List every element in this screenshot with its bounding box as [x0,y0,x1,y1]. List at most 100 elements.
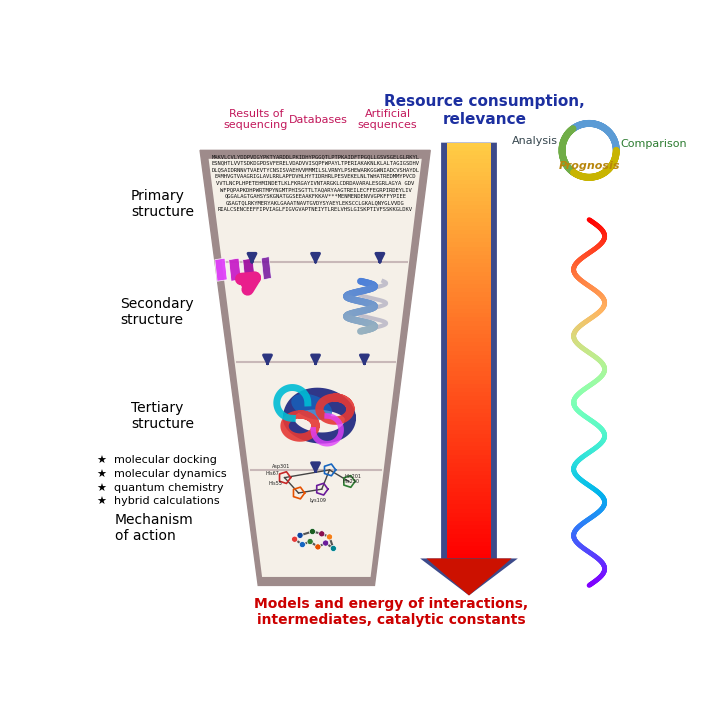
Bar [447,151,491,155]
Bar [447,168,491,172]
Bar [447,155,491,159]
Bar [447,405,491,409]
Bar [447,396,491,401]
Bar [447,355,491,359]
Bar [447,496,491,501]
Text: Artificial
sequences: Artificial sequences [358,109,418,131]
Bar [447,421,491,426]
Bar [447,218,491,221]
Bar [447,376,491,380]
Bar [447,205,491,209]
Bar [447,442,491,446]
Bar [447,526,491,529]
Bar [447,513,491,517]
Bar [447,346,491,351]
Text: Mechanism
of action: Mechanism of action [115,513,194,543]
Text: Resource consumption,
relevance: Resource consumption, relevance [384,94,585,126]
Bar [447,271,491,276]
Bar [447,176,491,180]
Polygon shape [215,258,227,281]
Bar [447,546,491,550]
Circle shape [318,531,325,537]
Bar [447,193,491,197]
Bar [447,230,491,234]
Bar [447,238,491,243]
Bar [447,542,491,546]
Bar [447,309,491,313]
Text: Primary
structure: Primary structure [131,189,194,219]
Text: ★  molecular dynamics: ★ molecular dynamics [97,469,226,479]
Bar [447,384,491,388]
Bar [447,455,491,458]
Bar [447,147,491,151]
Bar [447,313,491,317]
Bar [447,433,491,438]
Text: Tertiary
structure: Tertiary structure [131,401,194,431]
Bar [447,259,491,263]
Bar [447,321,491,326]
Polygon shape [200,151,431,585]
Bar [447,451,491,455]
Bar [447,251,491,255]
Bar [447,363,491,367]
Bar [447,296,491,301]
Bar [447,263,491,268]
Bar [447,172,491,176]
Bar [447,529,491,533]
Bar [447,334,491,338]
Bar [447,409,491,413]
Bar [447,301,491,305]
Bar [447,501,491,504]
Bar [447,197,491,201]
Bar [447,159,491,164]
Text: His55: His55 [268,481,282,486]
Text: His67: His67 [266,471,280,476]
Bar [447,280,491,284]
Text: ★  hybrid calculations: ★ hybrid calculations [97,496,220,506]
Bar [447,430,491,433]
Bar [447,213,491,218]
Bar [447,392,491,396]
Bar [447,201,491,205]
Bar [447,164,491,168]
Bar [447,538,491,542]
Bar [447,492,491,496]
Circle shape [331,545,336,551]
Bar [447,463,491,467]
Circle shape [297,532,303,538]
Bar [447,317,491,321]
Bar [447,413,491,417]
Text: Databases: Databases [288,114,347,124]
Circle shape [309,528,316,535]
Bar [447,417,491,421]
Bar [447,243,491,246]
Bar [447,226,491,230]
Bar [447,288,491,292]
Text: Asp301: Asp301 [272,463,291,468]
Bar [447,188,491,193]
Text: Results of
sequencing: Results of sequencing [223,109,288,131]
Circle shape [315,544,321,550]
Bar [447,284,491,288]
Bar [447,209,491,213]
Bar [447,438,491,442]
Bar [447,367,491,371]
Text: ★  quantum chemistry: ★ quantum chemistry [97,483,223,493]
Bar [447,533,491,538]
Bar [447,180,491,184]
Bar [447,246,491,251]
Text: Models and energy of interactions,
intermediates, catalytic constants: Models and energy of interactions, inter… [254,597,528,628]
Text: His230: His230 [343,479,360,484]
Polygon shape [426,558,512,595]
Bar [447,342,491,346]
Bar [447,426,491,430]
Bar [447,446,491,451]
Bar [447,476,491,480]
Polygon shape [261,256,271,280]
Bar [447,330,491,334]
Ellipse shape [291,393,332,420]
Bar [447,351,491,355]
Bar [447,508,491,513]
Bar [447,184,491,188]
Bar [447,326,491,330]
